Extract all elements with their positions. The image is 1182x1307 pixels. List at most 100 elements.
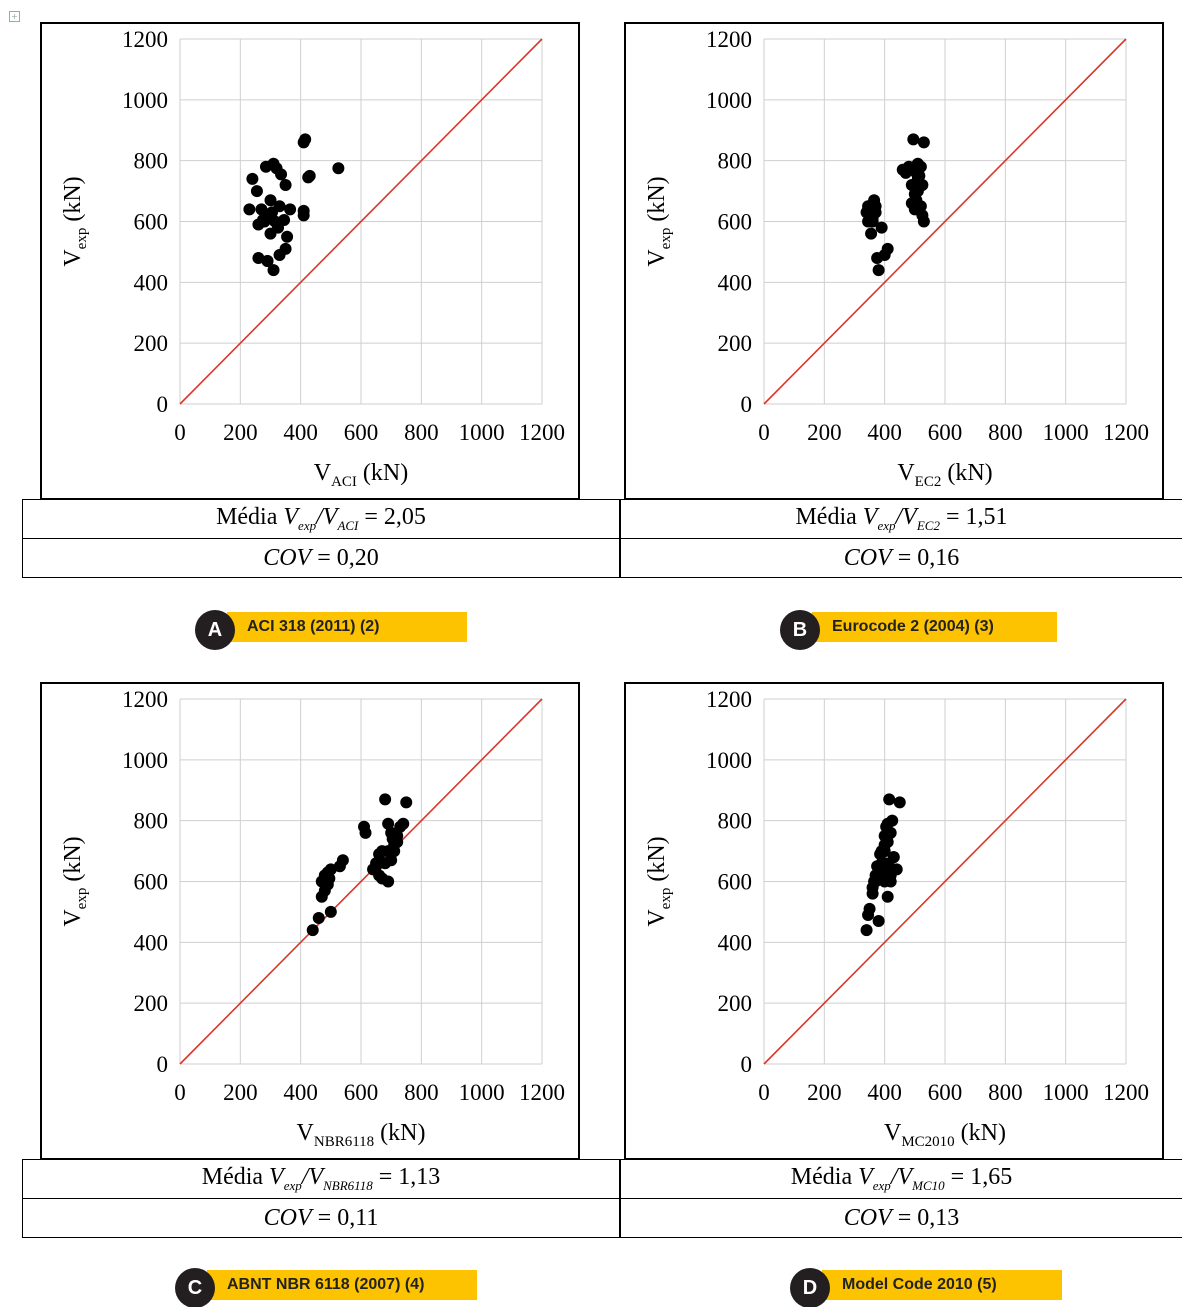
y-axis-label: Vexp (kN) — [644, 836, 674, 926]
y-tick-label: 200 — [718, 991, 753, 1016]
equality-line — [179, 698, 543, 1065]
y-tick-label: 0 — [157, 1052, 169, 1077]
panel-badge-b: B Eurocode 2 (2004) (3) — [780, 610, 1057, 650]
y-tick-label: 600 — [134, 210, 169, 235]
data-point — [881, 890, 894, 903]
y-tick-label: 800 — [134, 809, 169, 834]
data-point — [382, 817, 395, 830]
y-tick-label: 1200 — [706, 687, 752, 712]
chart-nbr6118: 0 200 400 600 800 1000 1200 0 200 400 600 800 1000 12… — [40, 682, 580, 1160]
stats-table-nbr6118: Média Vexp/VNBR6118 = 1,13 COV = 0,11 — [22, 1159, 620, 1238]
data-point — [299, 133, 312, 146]
x-tick-label: 0 — [758, 420, 770, 445]
data-point — [303, 169, 316, 182]
x-tick-label: 1000 — [459, 1080, 505, 1105]
data-point — [886, 814, 899, 827]
mean-ratio-cell: Média Vexp/VEC2 = 1,51 — [620, 499, 1182, 539]
y-tick-label: 1200 — [706, 27, 752, 52]
y-tick-label: 200 — [134, 991, 169, 1016]
x-tick-label: 1200 — [519, 1080, 565, 1105]
data-point — [400, 796, 413, 809]
data-point — [872, 915, 885, 928]
x-tick-label: 800 — [404, 420, 439, 445]
chart-frame — [624, 22, 1164, 500]
x-tick-label: 200 — [807, 420, 842, 445]
data-point — [246, 172, 259, 185]
y-tick-label: 800 — [134, 149, 169, 174]
x-tick-label: 200 — [223, 1080, 257, 1105]
data-point — [910, 194, 923, 207]
chart-frame — [624, 682, 1164, 1160]
y-axis-label: Vexp (kN) — [60, 176, 90, 266]
y-tick-label: 1200 — [122, 687, 168, 712]
y-tick-label: 0 — [157, 392, 169, 417]
data-point — [860, 924, 873, 937]
data-point — [869, 875, 882, 888]
data-point — [382, 875, 395, 888]
y-tick-label: 400 — [134, 270, 169, 295]
data-point — [261, 255, 274, 268]
data-point — [324, 905, 337, 918]
data-point — [273, 200, 286, 213]
data-point — [878, 839, 891, 851]
x-tick-label: 800 — [988, 420, 1023, 445]
data-point — [379, 793, 392, 806]
chart-aci: 0 200 400 600 800 1000 1200 0 200 400 600 800 1000 12… — [40, 22, 580, 500]
x-tick-label: 400 — [283, 420, 318, 445]
y-tick-label: 1000 — [122, 748, 168, 773]
data-point — [914, 160, 927, 173]
chart-frame — [40, 22, 580, 500]
y-tick-label: 0 — [741, 392, 753, 417]
data-point — [394, 820, 407, 833]
stats-table-aci: Média Vexp/VACI = 2,05 COV = 0,20 — [22, 499, 620, 578]
data-point — [863, 902, 876, 915]
data-point — [893, 796, 906, 809]
cov-cell: COV = 0,13 — [620, 1198, 1182, 1238]
y-tick-label: 600 — [718, 870, 753, 895]
x-axis-label: VEC2 (kN) — [897, 460, 992, 490]
data-point — [887, 851, 900, 864]
x-tick-label: 600 — [344, 420, 379, 445]
equality-line — [179, 38, 543, 405]
data-point — [865, 227, 878, 240]
panel-badge-c: C ABNT NBR 6118 (2007) (4) — [175, 1268, 477, 1307]
data-point — [250, 185, 263, 198]
x-tick-label: 800 — [988, 1080, 1023, 1105]
data-point — [272, 221, 285, 234]
data-point — [312, 912, 325, 924]
y-tick-label: 600 — [134, 870, 169, 895]
panel-badge-a: A ACI 318 (2011) (2) — [195, 610, 467, 650]
x-tick-label: 800 — [404, 1080, 439, 1105]
data-point — [907, 133, 920, 146]
data-point — [883, 793, 896, 806]
data-point — [911, 185, 924, 198]
x-tick-label: 1200 — [1103, 1080, 1149, 1105]
data-point — [388, 845, 401, 858]
badge-label: ABNT NBR 6118 (2007) (4) — [207, 1270, 477, 1300]
y-tick-label: 400 — [718, 930, 753, 955]
data-point — [297, 204, 310, 217]
data-point — [264, 194, 277, 207]
x-tick-label: 1200 — [519, 420, 565, 445]
panel-badge-d: D Model Code 2010 (5) — [790, 1268, 1062, 1307]
x-tick-label: 200 — [807, 1080, 842, 1105]
mean-ratio-cell: Média Vexp/VNBR6118 = 1,13 — [22, 1159, 620, 1199]
expand-icon[interactable]: + — [9, 11, 20, 22]
cov-cell: COV = 0,20 — [22, 538, 620, 578]
data-point — [866, 215, 879, 228]
data-point — [332, 162, 345, 175]
data-point — [869, 206, 882, 219]
badge-label: Model Code 2010 (5) — [822, 1270, 1062, 1300]
y-tick-label: 600 — [718, 210, 753, 235]
data-point — [391, 835, 404, 848]
data-point — [252, 252, 265, 264]
y-axis-label: Vexp (kN) — [60, 836, 90, 926]
data-point — [881, 242, 894, 255]
data-point — [884, 869, 897, 882]
badge-letter: C — [175, 1268, 215, 1307]
data-point — [376, 845, 389, 858]
data-point — [911, 172, 924, 185]
data-point — [336, 854, 349, 867]
x-tick-label: 400 — [867, 1080, 902, 1105]
